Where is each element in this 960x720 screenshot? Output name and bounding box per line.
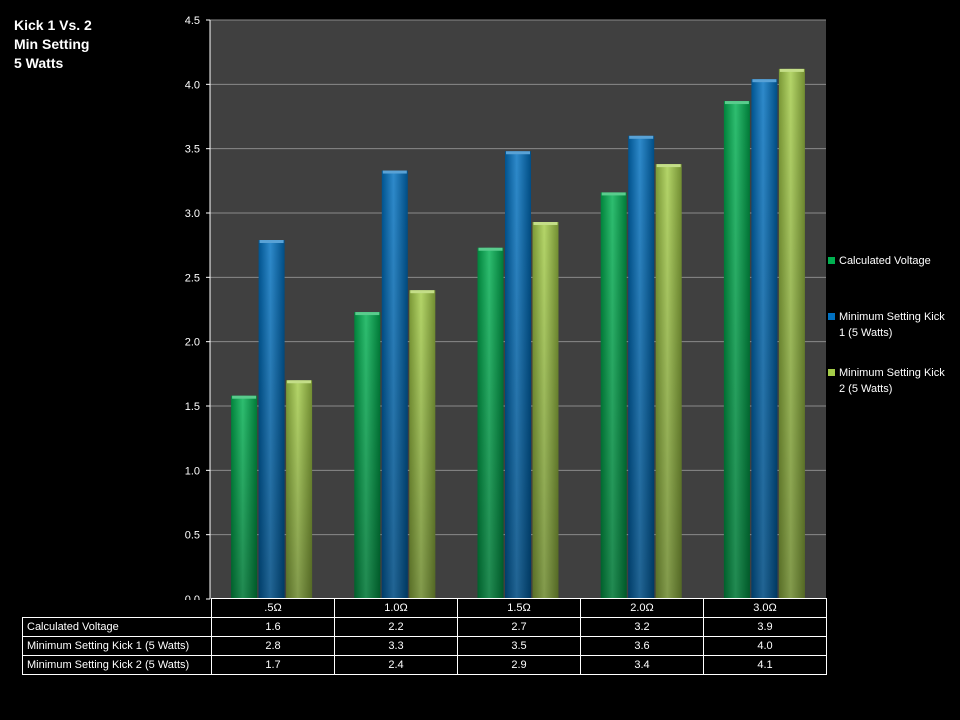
bar-cap <box>656 164 681 168</box>
y-tick-label: 3.5 <box>185 144 200 156</box>
bar <box>628 135 655 600</box>
bar-chart: 0.0 0.5 1.0 1.5 2.0 2.5 3.0 3.5 4.0 4.5 <box>185 15 826 600</box>
bar <box>409 290 436 599</box>
bar-shading <box>505 151 531 600</box>
bar-cap <box>355 312 380 316</box>
y-tick-label: 2.5 <box>185 272 200 284</box>
bar-shading <box>778 68 805 600</box>
y-tick-label: 4.0 <box>185 79 200 91</box>
bar <box>286 380 313 599</box>
bar-shading <box>381 170 408 600</box>
bar <box>600 192 627 599</box>
table-cell: 1.6 <box>211 617 335 637</box>
bar-cap <box>629 135 654 139</box>
bar-cap <box>752 79 777 83</box>
table-header-row: .5Ω 1.0Ω 1.5Ω 2.0Ω 3.0Ω <box>23 598 827 618</box>
table-cell: 3.4 <box>580 655 704 675</box>
bar-cap <box>287 380 312 384</box>
table-cell: 1.7 <box>211 655 335 675</box>
bar-cap <box>478 247 503 251</box>
bar-shading <box>231 395 258 599</box>
bar-shading <box>409 290 436 599</box>
table-cell: 2.9 <box>457 655 581 675</box>
table-row-label: Calculated Voltage <box>22 617 212 637</box>
bar <box>505 151 531 600</box>
y-tick-label: 1.0 <box>185 465 200 477</box>
bar <box>231 395 258 599</box>
legend-label: Minimum Setting Kick 1 (5 Watts) <box>839 311 945 339</box>
bar-cap <box>724 101 749 105</box>
y-tick-label: 4.5 <box>185 15 200 27</box>
table-cell: 4.0 <box>703 636 827 656</box>
y-tick-label: 1.5 <box>185 401 200 413</box>
y-tick-label: 2.0 <box>185 337 200 349</box>
bar-shading <box>723 101 750 599</box>
table-cell: 3.6 <box>580 636 704 656</box>
bar-cap <box>410 290 435 294</box>
table-cell: 2.2 <box>334 617 458 637</box>
table-cell: 2.7 <box>457 617 581 637</box>
y-tick-label: 0.0 <box>185 594 200 600</box>
bar-cap <box>259 240 284 244</box>
bar-shading <box>628 135 655 600</box>
legend-swatch-calculated-voltage <box>828 257 835 264</box>
legend-label: Minimum Setting Kick 2 (5 Watts) <box>839 367 945 395</box>
bar <box>477 247 504 600</box>
legend-swatch-kick-2 <box>828 369 835 376</box>
bar-cap <box>533 222 558 226</box>
bar-shading <box>477 247 504 600</box>
data-table: .5Ω 1.0Ω 1.5Ω 2.0Ω 3.0Ω Calculated Volta… <box>22 598 827 675</box>
table-row: Calculated Voltage 1.6 2.2 2.7 3.2 3.9 <box>22 617 827 637</box>
bar <box>258 240 285 599</box>
bar-shading <box>751 79 778 600</box>
bar-shading <box>286 380 313 599</box>
y-axis-ticks: 0.0 0.5 1.0 1.5 2.0 2.5 3.0 3.5 4.0 4.5 <box>185 15 210 600</box>
table-row-label: Minimum Setting Kick 2 (5 Watts) <box>22 655 212 675</box>
table-cell: 3.3 <box>334 636 458 656</box>
bar-cap <box>779 68 804 72</box>
table-cell: 2.4 <box>334 655 458 675</box>
title-line-2: Min Setting <box>14 36 90 52</box>
title-line-3: 5 Watts <box>14 55 64 71</box>
bar <box>532 222 559 600</box>
bar <box>655 164 682 599</box>
table-cell: 3.9 <box>703 617 827 637</box>
bar-shading <box>655 164 682 599</box>
bar-shading <box>354 312 381 599</box>
category-label: .5Ω <box>211 598 335 618</box>
category-label: 2.0Ω <box>580 598 704 618</box>
category-label: 3.0Ω <box>703 598 827 618</box>
bar <box>354 312 381 599</box>
bar <box>381 170 408 600</box>
bar-cap <box>232 395 257 399</box>
legend-label: Calculated Voltage <box>839 255 931 267</box>
table-row: Minimum Setting Kick 2 (5 Watts) 1.7 2.4… <box>22 655 827 675</box>
chart-title: Kick 1 Vs. 2 Min Setting 5 Watts <box>14 16 184 73</box>
bar <box>751 79 778 600</box>
bar <box>778 68 805 600</box>
y-tick-label: 3.0 <box>185 208 200 220</box>
table-row-label: Minimum Setting Kick 1 (5 Watts) <box>22 636 212 656</box>
bar <box>723 101 750 599</box>
category-label: 1.5Ω <box>457 598 581 618</box>
bars <box>231 68 805 600</box>
bar-shading <box>258 240 285 599</box>
bar-cap <box>506 151 530 155</box>
legend-swatch-kick-1 <box>828 313 835 320</box>
table-row: Minimum Setting Kick 1 (5 Watts) 2.8 3.3… <box>22 636 827 656</box>
table-cell: 4.1 <box>703 655 827 675</box>
bar-cap <box>601 192 626 196</box>
category-label: 1.0Ω <box>334 598 458 618</box>
bar-cap <box>382 170 407 174</box>
bar-shading <box>532 222 559 600</box>
table-cell: 3.2 <box>580 617 704 637</box>
table-cell: 3.5 <box>457 636 581 656</box>
bar-shading <box>600 192 627 599</box>
title-line-1: Kick 1 Vs. 2 <box>14 17 92 33</box>
table-cell: 2.8 <box>211 636 335 656</box>
y-tick-label: 0.5 <box>185 530 200 542</box>
table-corner <box>23 599 212 618</box>
